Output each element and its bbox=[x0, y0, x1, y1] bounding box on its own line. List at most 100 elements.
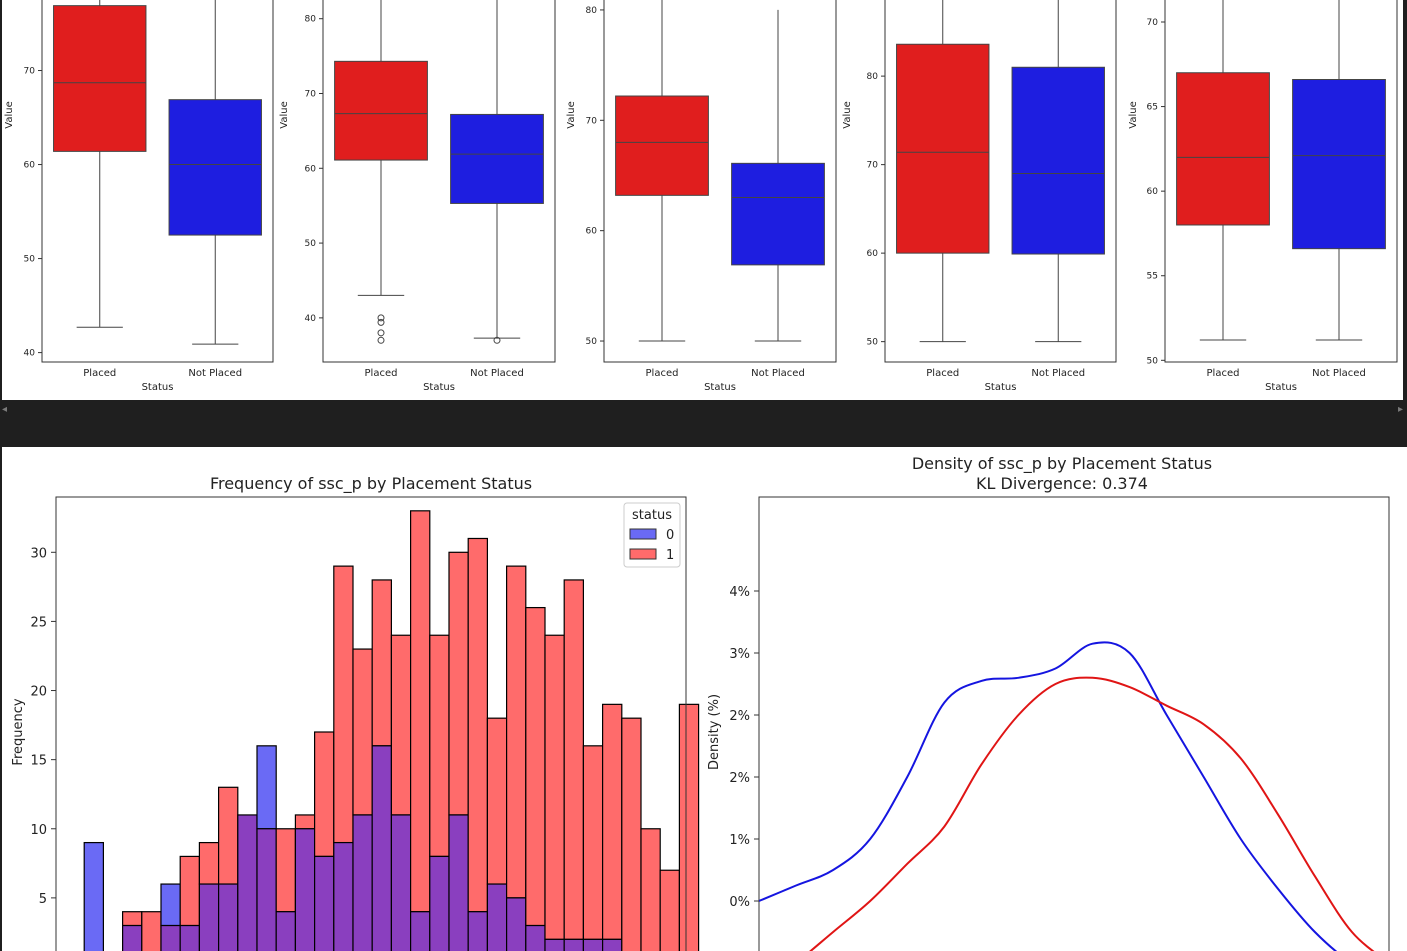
histogram-bar-overlap bbox=[160, 924, 181, 951]
y-tick-label: 25 bbox=[30, 615, 47, 630]
box-not-placed bbox=[1292, 0, 1386, 341]
histogram-bar-overlap bbox=[218, 883, 239, 951]
box-placed bbox=[334, 0, 428, 344]
y-tick-label: 80 bbox=[586, 6, 598, 16]
iqr-box bbox=[1176, 72, 1270, 226]
histogram-bar-overlap bbox=[333, 841, 354, 951]
x-tick-label: Placed bbox=[926, 368, 959, 379]
x-tick-label: Not Placed bbox=[751, 368, 805, 379]
x-axis-label: Status bbox=[985, 382, 1017, 393]
boxplot-panel: Placed Not Placed 40 50 60 70 Status Value Place… bbox=[2, 0, 1403, 400]
y-tick-label: 15 bbox=[30, 754, 47, 769]
iqr-box bbox=[53, 5, 147, 152]
axes-frame bbox=[1164, 0, 1398, 363]
y-tick-label: 0% bbox=[729, 895, 750, 910]
histogram-bar-overlap bbox=[256, 828, 277, 951]
histogram-bar bbox=[429, 634, 450, 858]
y-tick-label: 4% bbox=[729, 585, 750, 600]
y-tick-label: 50 bbox=[586, 337, 598, 347]
axes-frame bbox=[758, 496, 1390, 951]
iqr-box bbox=[896, 43, 990, 254]
legend-title: status bbox=[632, 508, 672, 523]
y-tick-label: 10 bbox=[30, 823, 47, 838]
y-axis-label: Frequency bbox=[11, 698, 26, 765]
histogram-bar-overlap bbox=[179, 924, 200, 951]
y-tick-label: 55 bbox=[1147, 272, 1158, 282]
y-tick-label: 5 bbox=[39, 892, 47, 907]
histogram-bar bbox=[601, 703, 623, 940]
histogram-bar bbox=[506, 565, 527, 899]
histogram-bar-overlap bbox=[544, 938, 565, 951]
legend-label-1: 1 bbox=[666, 548, 674, 563]
histogram-bar bbox=[275, 828, 297, 913]
scroll-right-icon[interactable]: ▸ bbox=[1398, 404, 1404, 415]
box-not-placed bbox=[731, 9, 825, 342]
scroll-left-icon[interactable]: ◂ bbox=[2, 404, 8, 415]
iqr-box bbox=[1292, 79, 1386, 250]
histogram-bar-overlap bbox=[506, 897, 527, 951]
y-tick-label: 60 bbox=[586, 227, 598, 237]
y-tick-label: 20 bbox=[30, 685, 47, 700]
iqr-box bbox=[1011, 66, 1105, 255]
histogram-title: Frequency of ssc_p by Placement Status bbox=[210, 474, 532, 494]
y-tick-label: 50 bbox=[305, 239, 317, 249]
outlier-point bbox=[377, 314, 385, 322]
histogram-bar bbox=[582, 745, 604, 940]
histogram-bar-overlap bbox=[314, 855, 335, 951]
x-tick-label: Not Placed bbox=[1312, 368, 1366, 379]
histogram-bar bbox=[333, 565, 354, 844]
histogram-bar bbox=[83, 841, 104, 951]
histogram-bar bbox=[410, 510, 431, 913]
histogram-bar bbox=[294, 814, 316, 830]
histogram-bar bbox=[640, 828, 661, 951]
histogram-bar-overlap bbox=[294, 828, 316, 951]
boxplot-1: Placed Not Placed 40 50 60 70 Status Value bbox=[4, 0, 274, 393]
y-tick-label: 70 bbox=[586, 116, 598, 126]
histogram-bar bbox=[121, 911, 143, 927]
y-tick-label: 3% bbox=[729, 647, 750, 662]
y-axis-label: Value bbox=[1128, 101, 1139, 128]
histogram-bar-overlap bbox=[121, 924, 143, 951]
box-placed bbox=[615, 0, 709, 342]
y-tick-label: 50 bbox=[867, 338, 879, 348]
iqr-box bbox=[334, 60, 428, 161]
box-placed bbox=[1176, 0, 1270, 341]
y-tick-label: 50 bbox=[1147, 356, 1159, 366]
histogram-bar-overlap bbox=[410, 911, 431, 951]
x-tick-label: Placed bbox=[83, 368, 116, 379]
histogram-chart: Frequency of ssc_p by Placement Status 5 1… bbox=[11, 474, 700, 951]
y-tick-label: 70 bbox=[1147, 18, 1159, 28]
histogram-bar-overlap bbox=[467, 911, 489, 951]
x-tick-label: Placed bbox=[646, 368, 679, 379]
boxplot-4: Placed Not Placed 50 60 70 80 Status Value bbox=[842, 0, 1117, 393]
y-tick-label: 2% bbox=[729, 709, 750, 724]
iqr-box bbox=[168, 99, 262, 236]
histogram-bar-overlap bbox=[198, 883, 220, 951]
y-tick-label: 80 bbox=[867, 72, 879, 82]
boxplot-figure: Placed Not Placed40506070StatusValuePlace… bbox=[4, 0, 1398, 393]
x-axis-label: Status bbox=[1265, 382, 1297, 393]
histogram-bar-overlap bbox=[601, 938, 623, 951]
histogram-bar bbox=[659, 869, 681, 951]
histogram-bar bbox=[198, 841, 220, 885]
scrollbar[interactable] bbox=[0, 400, 1407, 447]
y-tick-label: 65 bbox=[1147, 103, 1158, 113]
histogram-bar bbox=[563, 579, 585, 940]
box-not-placed bbox=[1011, 0, 1105, 343]
y-axis-label: Value bbox=[279, 101, 290, 128]
density-line-1 bbox=[809, 676, 1375, 951]
histogram-bar bbox=[525, 606, 546, 927]
histogram-bar bbox=[678, 703, 700, 951]
histogram-bar bbox=[467, 537, 489, 913]
axes-frame bbox=[603, 0, 837, 363]
x-axis-label: Status bbox=[704, 382, 736, 393]
boxplot-3: Placed Not Placed 50 60 70 80 Status Value bbox=[566, 0, 837, 393]
y-tick-label: 60 bbox=[867, 249, 879, 259]
y-tick-label: 70 bbox=[24, 67, 36, 77]
boxplot-5: Placed Not Placed 50 55 60 65 70 Status Value bbox=[1128, 0, 1398, 393]
box-not-placed bbox=[450, 0, 544, 344]
axes-frame bbox=[41, 0, 274, 363]
boxplot-2: Placed Not Placed 40 50 60 70 80 Status Value bbox=[279, 0, 556, 393]
y-tick-label: 40 bbox=[24, 349, 36, 359]
outlier-point bbox=[377, 329, 385, 337]
